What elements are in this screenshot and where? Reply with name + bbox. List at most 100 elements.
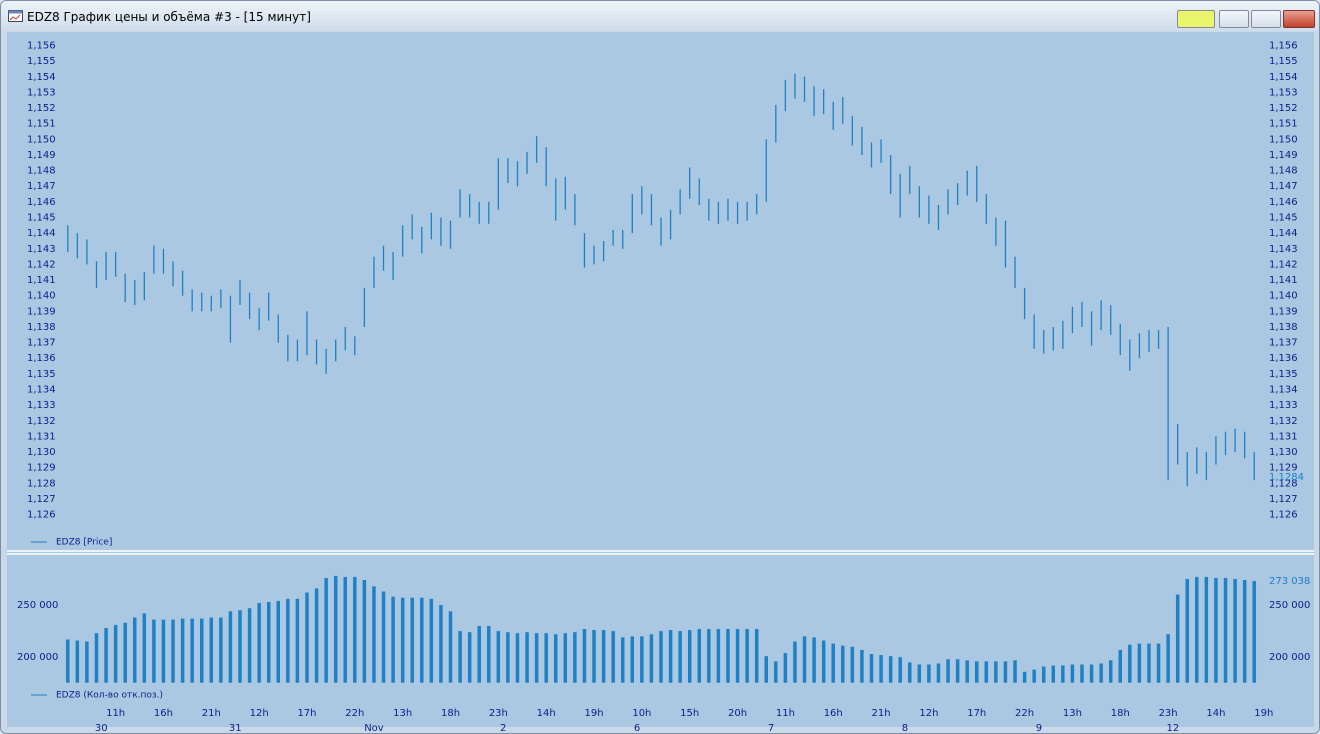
y-tick-label-right: 1,145 (1269, 213, 1298, 224)
volume-bar (1242, 579, 1247, 684)
y-tick-label: 1,136 (27, 353, 56, 364)
volume-bar (649, 633, 654, 684)
y-tick-label: 1,156 (27, 41, 56, 52)
volume-bar (122, 622, 128, 684)
volume-bar (553, 633, 559, 684)
volume-bar (878, 654, 884, 684)
volume-bar (390, 596, 396, 684)
minimize-button[interactable] (1219, 10, 1249, 28)
volume-bar (295, 598, 300, 684)
x-tick-label: 18h (441, 708, 460, 719)
volume-bar (1165, 633, 1171, 684)
x-tick-label: 15h (680, 708, 699, 719)
volume-bar (687, 629, 692, 684)
volume-bar (869, 653, 874, 684)
x-tick-label: 17h (967, 708, 986, 719)
volume-bar (400, 597, 405, 684)
y-tick-label-right: 1,156 (1269, 41, 1298, 52)
volume-bar (543, 632, 549, 684)
y-tick-label-right: 1,134 (1269, 385, 1298, 396)
x-tick-label: 16h (154, 708, 173, 719)
x-tick-label: 16h (824, 708, 843, 719)
y-tick-label: 1,134 (27, 385, 56, 396)
volume-bar (409, 597, 415, 684)
y-tick-label-right: 1,154 (1269, 72, 1298, 83)
volume-bar (237, 609, 243, 684)
y-tick-label-right: 1,128 (1269, 478, 1298, 489)
volume-bar (333, 575, 338, 684)
volume-bar (228, 610, 233, 684)
x-date-label: 9 (1036, 723, 1042, 733)
volume-bar (132, 617, 138, 684)
volume-bar (974, 660, 979, 684)
volume-bar (1060, 665, 1066, 684)
volume-bar (352, 576, 358, 684)
volume-bar (371, 585, 377, 684)
volume-bar (850, 646, 855, 684)
maximize-button[interactable] (1251, 10, 1281, 28)
volume-bar (1146, 643, 1152, 684)
y-tick-label-right: 1,151 (1269, 119, 1298, 130)
y-tick-label: 1,142 (27, 259, 56, 270)
volume-bar (161, 619, 166, 684)
x-date-label: Nov (364, 723, 384, 733)
y-tick-label: 1,135 (27, 369, 56, 380)
volume-bar (630, 635, 635, 684)
y-tick-label: 1,131 (27, 431, 56, 442)
volume-bar (1204, 576, 1209, 684)
y-tick-label: 1,151 (27, 119, 56, 130)
volume-bar (84, 641, 90, 684)
volume-bar (524, 631, 530, 684)
volume-bar (754, 628, 759, 684)
y-tick-label-right: 1,135 (1269, 369, 1298, 380)
volume-bar (601, 629, 606, 684)
volume-bar (266, 601, 271, 684)
volume-bar (75, 639, 80, 684)
volume-bar (582, 628, 587, 684)
x-tick-label: 11h (776, 708, 795, 719)
volume-bar (1098, 662, 1104, 684)
volume-bar (792, 641, 798, 684)
volume-bar (716, 628, 721, 684)
link-button[interactable] (1177, 10, 1215, 28)
volume-bar (438, 604, 444, 684)
close-button[interactable] (1283, 10, 1315, 28)
x-tick-label: 21h (872, 708, 891, 719)
volume-bar (1213, 577, 1219, 684)
y-tick-label-right: 1,144 (1269, 228, 1298, 239)
volume-bar (926, 663, 932, 684)
x-date-label: 30 (95, 723, 108, 733)
y-tick-label: 1,153 (27, 87, 56, 98)
y-tick-label-right: 1,146 (1269, 197, 1298, 208)
volume-bar (610, 630, 616, 684)
volume-bar (1003, 660, 1008, 684)
y-tick-label: 1,133 (27, 400, 56, 411)
volume-bar (65, 638, 71, 684)
volume-bar (945, 658, 951, 684)
volume-bar (1223, 577, 1228, 684)
volume-bar (744, 628, 750, 684)
volume-bar (993, 660, 999, 684)
y-tick-label-right: 1,140 (1269, 291, 1298, 302)
volume-bar (314, 587, 319, 684)
y-tick-label-right: 1,149 (1269, 150, 1298, 161)
volume-bar (697, 628, 702, 684)
y-tick-label-right: 1,137 (1269, 338, 1298, 349)
y-tick-label: 1,152 (27, 103, 56, 114)
volume-bar (1118, 649, 1123, 684)
volume-bar (362, 579, 367, 684)
volume-bar (1251, 580, 1257, 684)
last-value-label: 1,1284 (1269, 472, 1304, 483)
y-tick-label-right: 1,142 (1269, 259, 1298, 270)
volume-bar (276, 600, 281, 684)
volume-bar (591, 629, 597, 684)
y-tick-label: 1,127 (27, 494, 56, 505)
volume-bar (94, 632, 99, 684)
volume-bar (467, 631, 472, 684)
y-tick-label: 1,143 (27, 244, 56, 255)
window-title: EDZ8 График цены и объёма #3 - [15 минут… (27, 10, 311, 24)
x-tick-label: 11h (106, 708, 125, 719)
volume-bar (170, 619, 176, 684)
volume-bar (658, 630, 664, 684)
